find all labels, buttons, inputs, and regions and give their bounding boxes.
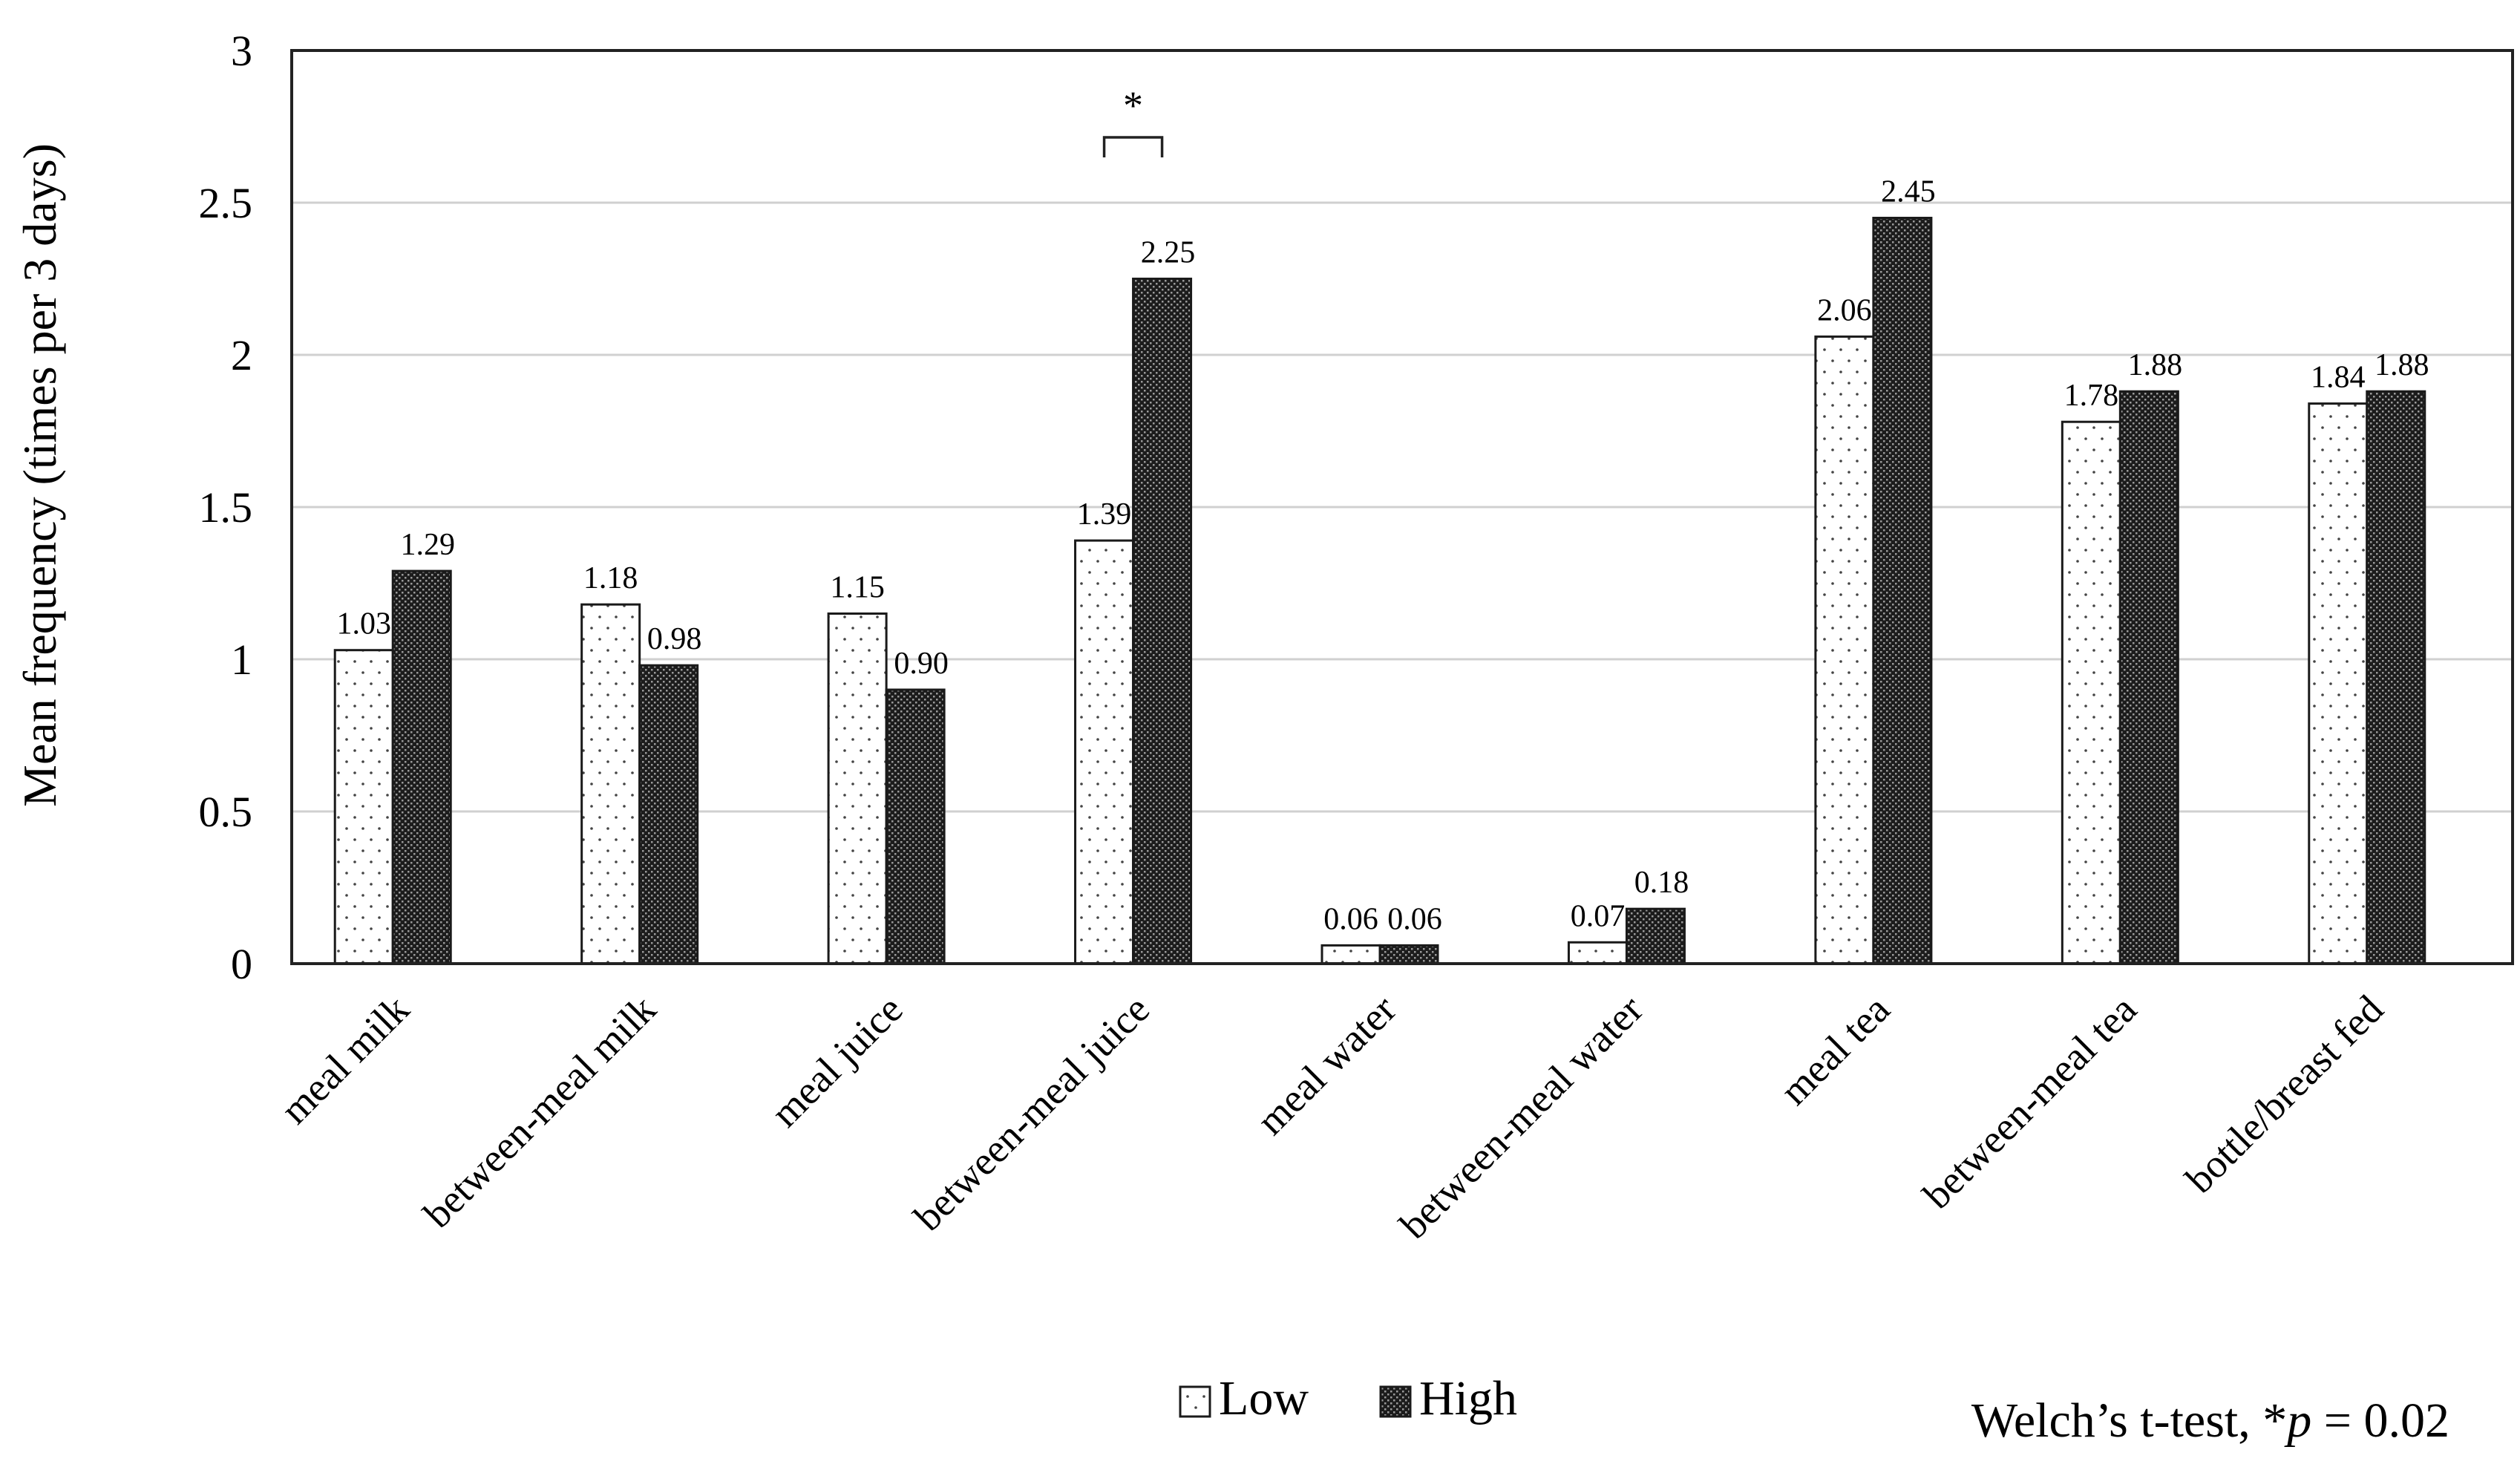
legend: Low High [1179,1371,1517,1425]
bar-high [1872,217,1933,965]
bar-low [827,612,888,965]
data-label-high: 1.88 [2375,348,2429,382]
legend-label-low: Low [1219,1371,1309,1425]
bar-high [1625,907,1686,965]
y-tick-label: 0.5 [199,788,253,836]
data-label-low: 1.15 [830,571,885,605]
data-label-low: 2.06 [1817,293,1872,327]
data-label-low: 1.84 [2311,361,2366,395]
bars [333,217,2426,965]
bar-data-labels: 1.03 1.29 1.18 0.98 1.15 0.90 1.39 2.25 0.06 0.06… [336,175,2429,937]
bar-high [391,569,452,965]
y-tick-label: 1 [231,636,252,684]
bar-high [1378,944,1439,965]
bar-low [2061,420,2121,965]
bar-low [333,649,394,965]
data-label-low: 0.06 [1323,902,1378,936]
x-category-label: meal juice [762,987,911,1135]
y-tick-label: 2 [231,331,252,379]
bar-low [1074,539,1135,965]
data-label-high: 1.88 [2128,348,2183,382]
data-label-low: 1.39 [1077,497,1132,532]
data-label-low: 1.18 [583,561,638,595]
significance-bracket: * [1102,83,1164,157]
x-category-label: between-meal water [1391,987,1652,1247]
legend-swatch-low [1179,1385,1211,1418]
legend-label-high: High [1419,1371,1517,1425]
data-label-high: 0.90 [894,647,949,681]
data-label-low: 0.07 [1571,899,1626,933]
y-axis-label: Mean frequency (times per 3 days) [13,143,66,807]
data-label-low: 1.78 [2064,379,2119,413]
bar-high [2118,390,2179,965]
data-label-low: 1.03 [336,607,391,641]
bar-low [2308,402,2369,965]
x-category-label: meal milk [272,987,418,1132]
x-category-label: between-meal milk [415,987,664,1236]
data-label-high: 0.06 [1387,902,1442,936]
significance-asterisk: * [1123,83,1143,128]
data-label-high: 0.98 [647,622,702,656]
statistical-test-note: Welch’s t-test, *p = 0.02 [1971,1394,2449,1448]
data-label-high: 1.29 [400,528,455,562]
y-axis-ticks: 0 0.5 1 1.5 2 2.5 3 [199,27,253,988]
legend-swatch-high [1379,1385,1412,1418]
note-suffix: = 0.02 [2311,1394,2449,1448]
data-label-high: 2.25 [1141,236,1196,270]
data-label-high: 2.45 [1881,175,1936,209]
data-label-high: 0.18 [1634,866,1689,900]
x-category-label: meal water [1248,987,1405,1143]
note-prefix: Welch’s t-test, * [1971,1394,2287,1448]
x-category-label: between-meal juice [906,987,1158,1239]
note-p: p [2284,1394,2311,1448]
y-tick-label: 0 [231,940,252,988]
x-category-label: meal tea [1772,987,1899,1114]
bar-high [1132,278,1193,965]
y-tick-label: 3 [231,27,252,75]
plot-frame [290,49,2514,965]
bar-high [638,664,699,965]
bar-low [1320,944,1381,965]
bar-low [580,603,641,965]
bar-high [2366,390,2426,965]
bar-high [885,688,946,965]
bar-low [1814,335,1875,965]
y-tick-label: 1.5 [199,483,253,532]
bar-low [1567,941,1628,965]
x-category-label: between-meal tea [1914,987,2145,1218]
x-category-label: bottle/breast fed [2177,987,2392,1201]
y-tick-label: 2.5 [199,179,253,227]
significance-bracket-line [1102,136,1164,157]
